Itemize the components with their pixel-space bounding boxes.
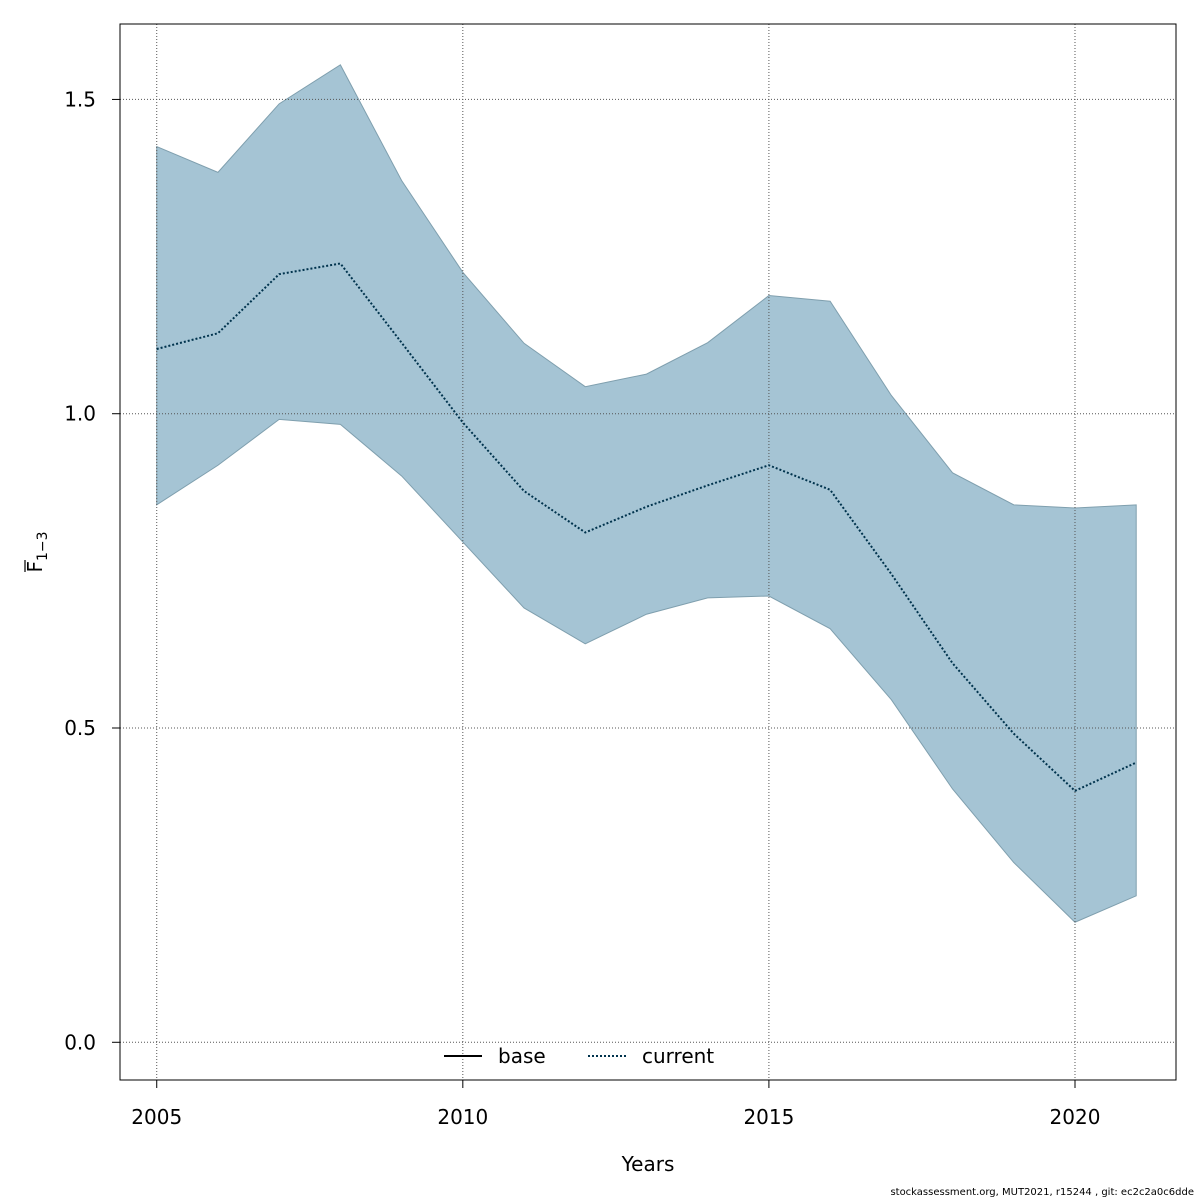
x-tick-label-2005: 2005 (131, 1105, 182, 1129)
y-tick-label-2: 1.0 (64, 402, 96, 426)
series-line-current (156, 262, 1137, 793)
y-axis-title: F1−3 (23, 531, 51, 572)
legend: base current (444, 1044, 714, 1068)
legend-label-base: base (498, 1044, 546, 1068)
x-tick-label-2020: 2020 (1050, 1105, 1101, 1129)
y-tick-label-3: 1.5 (64, 87, 96, 111)
svg-text:F1−3: F1−3 (23, 531, 51, 572)
y-axis-title-subscript: 1−3 (35, 531, 51, 561)
x-tick-label-2010: 2010 (437, 1105, 488, 1129)
axis-layer: 2005 2010 2015 2020 0.0 0.5 1.0 1.5 (64, 87, 1100, 1129)
x-axis-title: Years (621, 1152, 675, 1176)
confidence-band (156, 64, 1137, 923)
legend-label-current: current (642, 1044, 714, 1068)
plot-frame (119, 23, 1177, 1081)
footer-note: stockassessment.org, MUT2021, r15244 , g… (890, 1187, 1194, 1198)
y-axis-title-main: F (23, 561, 47, 573)
series-layer (156, 262, 1137, 793)
x-tick-label-2015: 2015 (743, 1105, 794, 1129)
y-tick-label-0: 0.0 (64, 1030, 96, 1054)
y-tick-label-1: 0.5 (64, 716, 96, 740)
grid-layer (120, 24, 1176, 1080)
confidence-band-layer (156, 64, 1137, 923)
